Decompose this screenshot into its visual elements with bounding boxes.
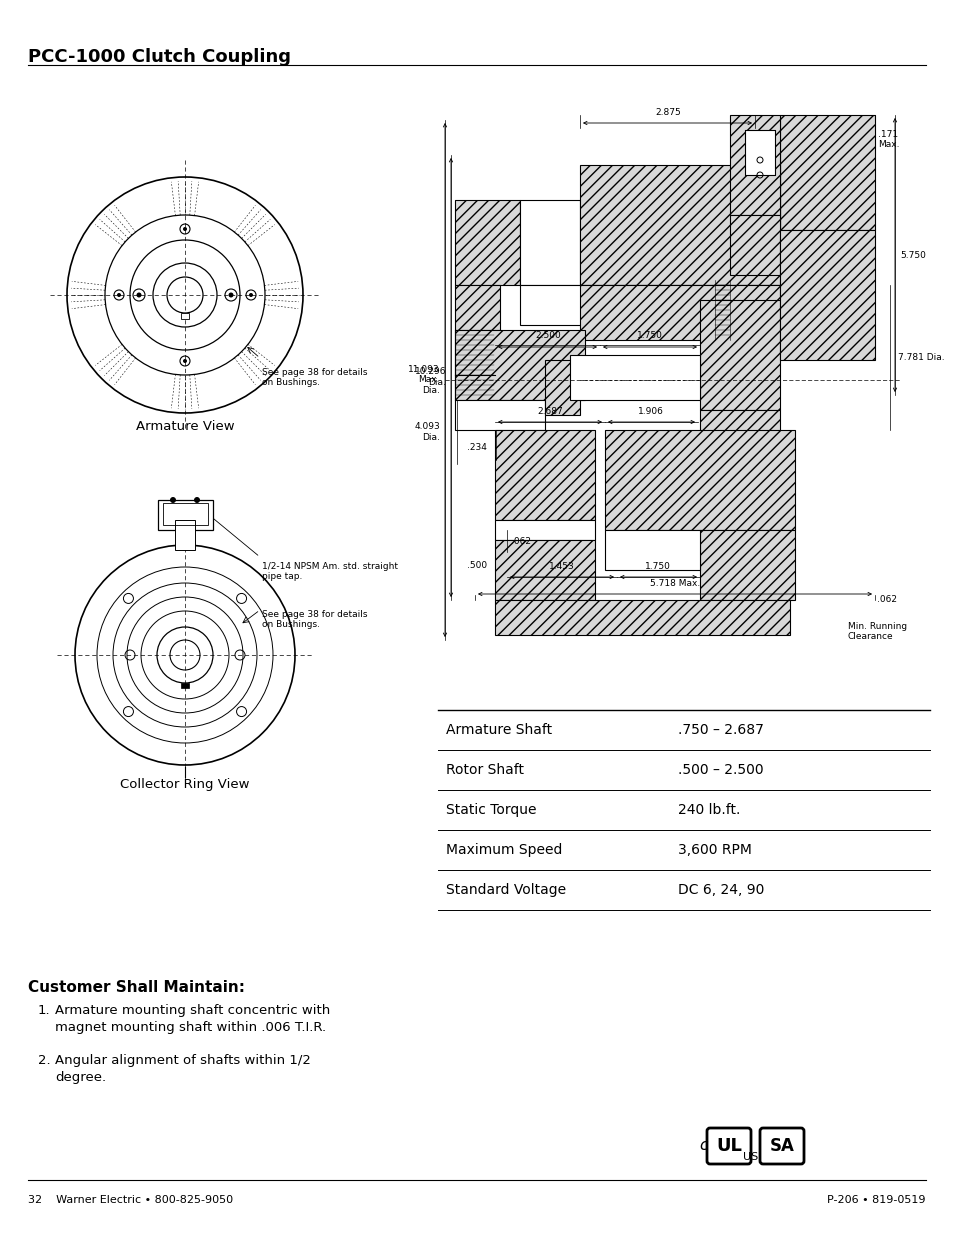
Text: 4.093
Dia.: 4.093 Dia.: [414, 422, 439, 442]
Bar: [455, 285, 499, 330]
Text: 7.781 Dia.: 7.781 Dia.: [897, 353, 943, 363]
Bar: [174, 520, 194, 550]
Text: 1.906: 1.906: [638, 408, 663, 416]
Bar: [579, 165, 780, 285]
Circle shape: [193, 496, 200, 503]
Text: 1/2-14 NPSM Am. std. straight
pipe tap.: 1/2-14 NPSM Am. std. straight pipe tap.: [262, 562, 397, 582]
Text: .750 – 2.687: .750 – 2.687: [678, 722, 763, 737]
Bar: [729, 115, 780, 215]
Text: 5.718 Max.: 5.718 Max.: [649, 579, 700, 588]
Text: Collector Ring View: Collector Ring View: [120, 778, 250, 790]
Circle shape: [249, 293, 253, 296]
Text: 1.750: 1.750: [644, 562, 670, 571]
Bar: [780, 230, 874, 359]
Circle shape: [229, 293, 233, 298]
Text: Static Torque: Static Torque: [446, 803, 536, 818]
Bar: [700, 410, 780, 459]
Text: Armature View: Armature View: [135, 420, 234, 433]
Text: 10.296
Dia.: 10.296 Dia.: [414, 367, 446, 387]
Text: .500: .500: [466, 562, 486, 571]
Text: SA: SA: [769, 1137, 794, 1155]
Text: 2.500: 2.500: [535, 331, 560, 340]
Bar: [181, 312, 189, 319]
Text: 2.875: 2.875: [655, 107, 680, 117]
Circle shape: [136, 293, 141, 298]
Bar: [729, 215, 780, 275]
Text: 1.453: 1.453: [549, 562, 575, 571]
Bar: [455, 330, 584, 400]
Bar: [495, 520, 595, 540]
Text: .171
Max.: .171 Max.: [877, 130, 899, 149]
Text: Rotor Shaft: Rotor Shaft: [446, 763, 523, 777]
Text: c: c: [699, 1139, 706, 1153]
Text: Armature mounting shaft concentric with
magnet mounting shaft within .006 T.I.R.: Armature mounting shaft concentric with …: [55, 1004, 330, 1034]
Bar: [158, 500, 213, 530]
Text: 1.750: 1.750: [637, 331, 662, 340]
Text: .234: .234: [467, 442, 486, 452]
Text: 5.750: 5.750: [899, 251, 925, 259]
Text: See page 38 for details
on Bushings.: See page 38 for details on Bushings.: [262, 610, 367, 630]
Bar: [519, 200, 579, 285]
Text: 1.: 1.: [38, 1004, 51, 1016]
Text: 2.687: 2.687: [537, 408, 562, 416]
Text: See page 38 for details
on Bushings.: See page 38 for details on Bushings.: [262, 368, 367, 388]
Bar: [604, 530, 700, 571]
Circle shape: [183, 227, 187, 231]
Text: Standard Voltage: Standard Voltage: [446, 883, 565, 897]
Bar: [181, 683, 189, 688]
Text: .062: .062: [876, 595, 896, 604]
Bar: [455, 200, 519, 285]
Text: P-206 • 819-0519: P-206 • 819-0519: [826, 1195, 925, 1205]
Bar: [744, 130, 774, 175]
Text: .500 – 2.500: .500 – 2.500: [678, 763, 762, 777]
Text: 2.: 2.: [38, 1053, 51, 1067]
Text: Customer Shall Maintain:: Customer Shall Maintain:: [28, 981, 245, 995]
Text: 11.093
Max.
Dia.: 11.093 Max. Dia.: [408, 366, 439, 395]
Text: 32    Warner Electric • 800-825-9050: 32 Warner Electric • 800-825-9050: [28, 1195, 233, 1205]
Bar: [495, 540, 595, 600]
Bar: [700, 530, 794, 600]
Bar: [519, 285, 780, 325]
Circle shape: [183, 359, 187, 363]
Text: US: US: [742, 1152, 758, 1162]
Text: Maximum Speed: Maximum Speed: [446, 844, 561, 857]
Bar: [495, 430, 595, 520]
Text: UL: UL: [716, 1137, 741, 1155]
Text: .062: .062: [511, 536, 531, 546]
Text: Angular alignment of shafts within 1/2
degree.: Angular alignment of shafts within 1/2 d…: [55, 1053, 311, 1084]
Bar: [569, 354, 700, 400]
Bar: [780, 115, 874, 230]
Text: Armature Shaft: Armature Shaft: [446, 722, 552, 737]
Bar: [604, 430, 794, 530]
Text: DC 6, 24, 90: DC 6, 24, 90: [678, 883, 763, 897]
Circle shape: [117, 293, 121, 296]
Circle shape: [170, 496, 175, 503]
Text: Min. Running
Clearance: Min. Running Clearance: [847, 622, 906, 641]
Bar: [495, 600, 789, 635]
Bar: [579, 285, 780, 340]
Bar: [700, 300, 780, 410]
Bar: [744, 130, 774, 175]
Text: PCC-1000 Clutch Coupling: PCC-1000 Clutch Coupling: [28, 48, 291, 65]
Bar: [544, 359, 579, 415]
Text: 240 lb.ft.: 240 lb.ft.: [678, 803, 740, 818]
Bar: [163, 503, 208, 525]
Bar: [455, 400, 544, 430]
Text: 3,600 RPM: 3,600 RPM: [678, 844, 751, 857]
